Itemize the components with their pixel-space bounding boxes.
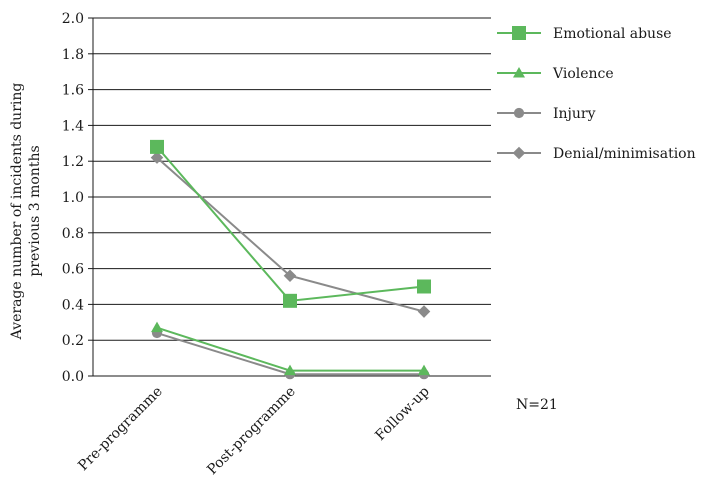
y-tick-label: 0.6 — [62, 262, 84, 278]
y-tick-label: 1.2 — [62, 154, 84, 170]
data-series — [150, 139, 431, 380]
y-tick-label: 2.0 — [62, 11, 84, 27]
gridlines — [88, 17, 491, 377]
data-point-square — [150, 139, 164, 154]
legend-label: Denial/minimisation — [553, 146, 696, 162]
y-axis-label-line-1: Average number of incidents during — [9, 83, 25, 341]
legend-entry: Violence — [497, 66, 614, 82]
y-tick-label: 0.8 — [62, 226, 84, 242]
series-line — [156, 156, 425, 313]
legend-label: Injury — [553, 106, 596, 122]
legend-entry: Injury — [497, 106, 596, 122]
data-point-square — [417, 279, 431, 294]
legend: Emotional abuse Violence Injury Denial/mini… — [497, 26, 696, 162]
x-category-labels: Pre-programme Post-programme Follow-up — [75, 383, 433, 478]
y-tick-label: 0.2 — [62, 333, 84, 349]
y-tick-label: 1.4 — [62, 118, 84, 134]
series-emotional-abuse — [150, 139, 431, 308]
legend-label: Emotional abuse — [553, 26, 672, 42]
sample-size-note: N=21 — [516, 397, 558, 413]
y-axis-label-line-2: previous 3 months — [27, 145, 43, 276]
series-line — [156, 326, 424, 372]
y-tick-label: 1.0 — [62, 190, 84, 206]
data-point-triangle — [284, 364, 296, 376]
y-tick-label: 0.0 — [62, 369, 84, 385]
y-tick-label: 1.8 — [62, 47, 84, 63]
legend-marker-circle — [513, 107, 525, 119]
y-tick-label: 1.6 — [62, 83, 84, 99]
x-category-label: Post-programme — [204, 384, 299, 479]
data-point-diamond — [150, 151, 164, 164]
legend-entry: Emotional abuse — [497, 26, 672, 42]
x-category-label: Follow-up — [372, 383, 432, 443]
legend-label: Violence — [552, 66, 614, 82]
legend-marker-square — [512, 26, 526, 40]
data-point-triangle — [151, 321, 163, 333]
legend-marker-triangle — [513, 67, 525, 78]
y-tick-labels: 0.0 0.2 0.4 0.6 0.8 1.0 1.2 1.4 1.6 1.8 2.0 — [62, 11, 84, 385]
data-point-diamond — [417, 305, 431, 318]
series-violence — [151, 321, 430, 376]
series-denial-minimisation — [150, 151, 431, 318]
x-category-label: Pre-programme — [75, 384, 166, 475]
legend-marker-diamond — [512, 146, 526, 160]
legend-entry: Denial/minimisation — [497, 146, 696, 162]
data-point-square — [283, 293, 297, 308]
y-tick-label: 0.4 — [62, 297, 84, 313]
data-point-triangle — [418, 364, 430, 376]
data-point-diamond — [283, 269, 297, 283]
